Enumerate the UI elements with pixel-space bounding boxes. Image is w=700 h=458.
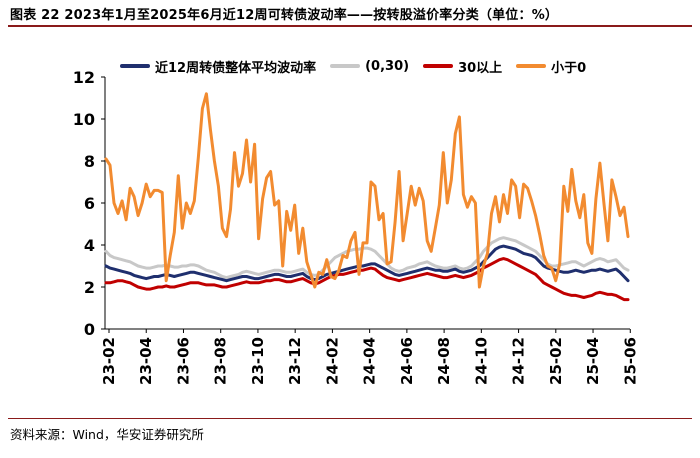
y-tick-label: 4 xyxy=(84,236,95,255)
legend-item-overall: 近12周转债整体平均波动率 xyxy=(120,57,316,76)
legend-swatch-above-30 xyxy=(423,64,454,68)
legend-label-overall: 近12周转债整体平均波动率 xyxy=(155,60,317,76)
x-tick-label: 23-04 xyxy=(137,337,155,385)
y-tick-label: 6 xyxy=(84,194,95,213)
x-tick-label: 23-02 xyxy=(100,337,118,385)
y-tick-label: 10 xyxy=(73,110,95,129)
y-tick-label: 12 xyxy=(73,68,95,87)
series-line-overall xyxy=(104,244,630,283)
source-rule xyxy=(8,418,692,419)
series-line-below-0 xyxy=(104,92,630,289)
x-tick-label: 24-12 xyxy=(510,337,528,385)
source-note: 资料来源：Wind，华安证券研究所 xyxy=(10,427,204,442)
series-line-above-30 xyxy=(104,257,630,302)
legend-label-above-30: 30以上 xyxy=(458,60,503,76)
legend-swatch-overall xyxy=(120,64,150,68)
x-tick-label: 24-02 xyxy=(323,337,341,385)
series-line-0-30 xyxy=(104,236,630,280)
x-tick-label: 23-06 xyxy=(174,337,192,385)
x-tick-label: 25-04 xyxy=(584,337,602,385)
y-tick-label: 8 xyxy=(84,152,95,171)
y-tick-label: 0 xyxy=(84,320,95,339)
legend-swatch-below-0 xyxy=(516,64,547,68)
x-tick-label: 24-10 xyxy=(472,337,490,385)
legend-item-above-30: 30以上 xyxy=(423,57,502,76)
x-tick-label: 23-08 xyxy=(212,337,230,385)
title-rule xyxy=(8,25,692,27)
x-tick-label: 25-06 xyxy=(621,337,639,385)
legend-item-0-30: (0,30) xyxy=(330,59,409,74)
chart-legend: 近12周转债整体平均波动率 (0,30) 30以上 小于0 xyxy=(120,56,600,76)
x-tick-label: 25-02 xyxy=(547,337,565,385)
legend-swatch-0-30 xyxy=(330,64,361,68)
x-tick-label: 23-12 xyxy=(286,337,304,385)
legend-item-below-0: 小于0 xyxy=(516,57,586,76)
x-tick-label: 23-10 xyxy=(249,337,267,385)
legend-label-below-0: 小于0 xyxy=(551,60,587,76)
legend-label-0-30: (0,30) xyxy=(365,58,410,74)
x-tick-label: 24-06 xyxy=(398,337,416,385)
x-tick-label: 24-04 xyxy=(361,337,379,385)
y-tick-label: 2 xyxy=(84,278,95,297)
chart-title: 图表 22 2023年1月至2025年6月近12周可转债波动率——按转股溢价率分… xyxy=(10,8,559,23)
x-tick-label: 24-08 xyxy=(435,337,453,385)
